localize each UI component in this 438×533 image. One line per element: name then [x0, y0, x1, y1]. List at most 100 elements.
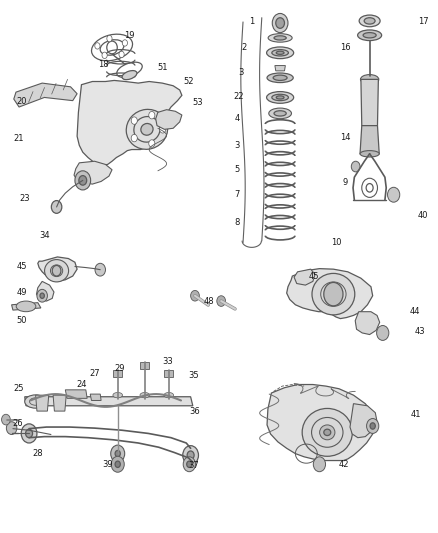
Text: 35: 35	[188, 371, 199, 380]
Circle shape	[367, 418, 379, 433]
Ellipse shape	[360, 75, 379, 84]
Text: 4: 4	[235, 114, 240, 123]
Ellipse shape	[269, 108, 291, 119]
Ellipse shape	[324, 429, 331, 435]
Polygon shape	[164, 370, 173, 376]
Ellipse shape	[122, 70, 137, 79]
Circle shape	[7, 422, 17, 434]
Circle shape	[107, 41, 117, 54]
Text: 2: 2	[242, 43, 247, 52]
Text: 34: 34	[39, 231, 49, 240]
Circle shape	[366, 183, 373, 192]
Polygon shape	[14, 83, 77, 107]
Circle shape	[115, 461, 120, 467]
Circle shape	[272, 13, 288, 33]
Ellipse shape	[320, 425, 335, 440]
Circle shape	[51, 200, 62, 213]
Text: 41: 41	[411, 410, 422, 419]
Circle shape	[313, 457, 325, 472]
Text: 10: 10	[331, 238, 341, 247]
Ellipse shape	[268, 34, 292, 42]
Circle shape	[388, 187, 400, 202]
Circle shape	[2, 414, 11, 425]
Circle shape	[115, 450, 120, 457]
Circle shape	[102, 52, 107, 59]
Circle shape	[111, 456, 124, 472]
Text: 18: 18	[98, 60, 109, 69]
Text: 48: 48	[204, 296, 215, 305]
Circle shape	[324, 282, 343, 306]
Text: 3: 3	[235, 141, 240, 150]
Text: 21: 21	[13, 134, 23, 143]
Polygon shape	[275, 66, 286, 71]
Ellipse shape	[274, 111, 286, 116]
Polygon shape	[74, 161, 112, 184]
Ellipse shape	[302, 408, 353, 456]
Polygon shape	[141, 362, 149, 368]
Text: 20: 20	[16, 97, 27, 106]
Text: 19: 19	[124, 31, 135, 40]
Polygon shape	[12, 303, 41, 310]
Text: 49: 49	[16, 287, 27, 296]
Circle shape	[191, 290, 199, 301]
Text: 16: 16	[340, 43, 351, 52]
Ellipse shape	[364, 18, 375, 24]
Text: 40: 40	[418, 212, 429, 221]
Polygon shape	[361, 79, 378, 126]
Polygon shape	[350, 403, 377, 438]
Ellipse shape	[357, 30, 381, 41]
Ellipse shape	[141, 124, 153, 135]
Circle shape	[159, 126, 166, 133]
Circle shape	[21, 424, 37, 443]
Polygon shape	[38, 257, 77, 281]
Text: 37: 37	[188, 462, 199, 470]
Polygon shape	[65, 390, 87, 398]
Circle shape	[149, 140, 155, 147]
Ellipse shape	[267, 92, 293, 103]
Polygon shape	[360, 126, 379, 154]
Circle shape	[351, 161, 360, 172]
Polygon shape	[90, 394, 101, 400]
Text: 50: 50	[16, 316, 27, 325]
Text: 22: 22	[233, 92, 244, 101]
Ellipse shape	[276, 51, 284, 54]
Text: 53: 53	[193, 98, 203, 107]
Text: 33: 33	[162, 357, 173, 366]
Ellipse shape	[45, 260, 69, 282]
Polygon shape	[53, 395, 66, 411]
Text: 14: 14	[340, 133, 351, 142]
Circle shape	[107, 35, 112, 42]
Text: 17: 17	[418, 18, 429, 27]
Circle shape	[79, 175, 87, 185]
Ellipse shape	[164, 392, 173, 398]
Circle shape	[217, 296, 226, 306]
Text: 29: 29	[114, 364, 125, 373]
Text: 44: 44	[410, 307, 420, 316]
Circle shape	[370, 423, 375, 429]
Text: 25: 25	[13, 384, 23, 393]
Polygon shape	[267, 384, 375, 461]
Text: 42: 42	[338, 460, 349, 469]
Text: 26: 26	[13, 419, 24, 428]
Circle shape	[377, 326, 389, 341]
Polygon shape	[155, 110, 182, 130]
Text: 52: 52	[183, 77, 194, 86]
Ellipse shape	[113, 392, 123, 398]
Text: 36: 36	[190, 407, 200, 416]
Text: 7: 7	[235, 190, 240, 199]
Text: 27: 27	[89, 369, 100, 378]
Text: 8: 8	[235, 219, 240, 228]
Polygon shape	[287, 269, 373, 319]
Circle shape	[122, 40, 127, 46]
Circle shape	[187, 461, 192, 467]
Circle shape	[95, 43, 100, 49]
Text: 45: 45	[309, 272, 319, 280]
Circle shape	[75, 171, 91, 190]
Ellipse shape	[272, 50, 288, 56]
Circle shape	[52, 265, 61, 276]
Polygon shape	[77, 80, 182, 165]
Polygon shape	[113, 370, 122, 376]
Ellipse shape	[267, 73, 293, 83]
Ellipse shape	[140, 392, 150, 398]
Text: 28: 28	[32, 449, 43, 458]
